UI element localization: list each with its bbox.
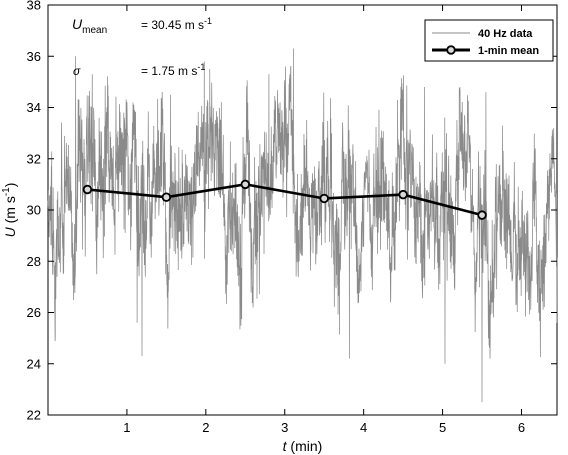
y-tick-label: 34 — [27, 100, 41, 115]
mean-point — [477, 210, 487, 220]
mean-point — [240, 179, 250, 190]
x-tick-label: 2 — [202, 420, 209, 435]
y-tick-label: 22 — [27, 408, 41, 423]
mean-point — [319, 193, 329, 204]
y-axis-unit-open: (m s — [2, 196, 18, 227]
mean-value-sup: -1 — [204, 16, 212, 26]
legend-box — [424, 19, 554, 62]
sigma-symbol: σ — [73, 64, 81, 78]
y-axis-unit-sup: -1 — [1, 187, 12, 196]
mean-point — [161, 192, 172, 202]
x-axis-label: t (min) — [283, 438, 323, 454]
mean-point — [82, 184, 93, 195]
sigma-value-sup: -1 — [197, 62, 205, 72]
raw-40hz-series — [47, 48, 558, 403]
x-axis-ticks: 1 2 3 4 5 6 — [123, 5, 525, 435]
y-axis-ticks: 22 24 26 28 30 32 34 36 38 — [27, 0, 557, 423]
legend-raw-label: 40 Hz data — [478, 28, 533, 40]
x-tick-label: 5 — [439, 420, 446, 435]
x-tick-label: 4 — [360, 420, 367, 435]
y-tick-label: 26 — [27, 305, 41, 320]
y-axis-label: U (m s-1) — [1, 183, 18, 238]
y-tick-label: 30 — [27, 203, 41, 218]
y-tick-label: 38 — [27, 0, 41, 13]
mean-point — [398, 189, 408, 200]
stats-annotations: Umean = 30.45 m s-1 σ = 1.75 m s-1 — [72, 16, 212, 78]
mean-symbol: U — [72, 16, 83, 32]
y-axis-symbol: U — [2, 226, 18, 237]
mean-annotation-value: = 30.45 m s-1 — [141, 16, 212, 32]
sigma-value: = 1.75 m s — [141, 64, 197, 78]
sigma-annotation-value: = 1.75 m s-1 — [141, 62, 205, 78]
x-axis-unit: (min) — [287, 438, 323, 454]
x-tick-label: 3 — [281, 420, 288, 435]
mean-annotation-label: Umean — [72, 16, 107, 36]
mean-subscript: mean — [82, 25, 107, 36]
legend-mean-label: 1-min mean — [478, 45, 539, 57]
mean-value: = 30.45 m s — [141, 18, 204, 32]
mean-line — [87, 183, 483, 217]
legend: 40 Hz data 1-min mean — [424, 19, 554, 62]
y-tick-label: 24 — [27, 356, 41, 371]
one-minute-mean-series — [82, 179, 487, 220]
y-tick-label: 36 — [27, 49, 41, 64]
raw-data-line — [47, 48, 558, 403]
legend-mean-marker — [446, 45, 456, 55]
sigma-annotation-label: σ — [73, 64, 81, 78]
y-axis-unit-close: ) — [2, 183, 18, 188]
x-tick-label: 1 — [123, 420, 130, 435]
y-tick-label: 28 — [27, 254, 41, 269]
x-axis-symbol: t — [283, 438, 288, 454]
x-tick-label: 6 — [518, 420, 525, 435]
y-tick-label: 32 — [27, 151, 41, 166]
